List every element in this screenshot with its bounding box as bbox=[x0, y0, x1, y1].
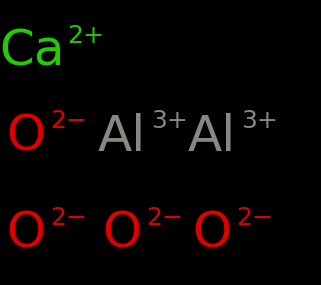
Text: O: O bbox=[6, 113, 45, 161]
Text: 2−: 2− bbox=[50, 206, 87, 230]
Text: Ca: Ca bbox=[0, 27, 65, 75]
Text: O: O bbox=[6, 210, 45, 258]
Text: O: O bbox=[102, 210, 142, 258]
Text: Al: Al bbox=[98, 113, 146, 161]
Text: 2−: 2− bbox=[50, 109, 87, 133]
Text: O: O bbox=[192, 210, 231, 258]
Text: 2−: 2− bbox=[146, 206, 183, 230]
Text: 3+: 3+ bbox=[151, 109, 187, 133]
Text: 2−: 2− bbox=[236, 206, 273, 230]
Text: Al: Al bbox=[188, 113, 236, 161]
Text: 2+: 2+ bbox=[67, 24, 104, 48]
Text: 3+: 3+ bbox=[241, 109, 277, 133]
